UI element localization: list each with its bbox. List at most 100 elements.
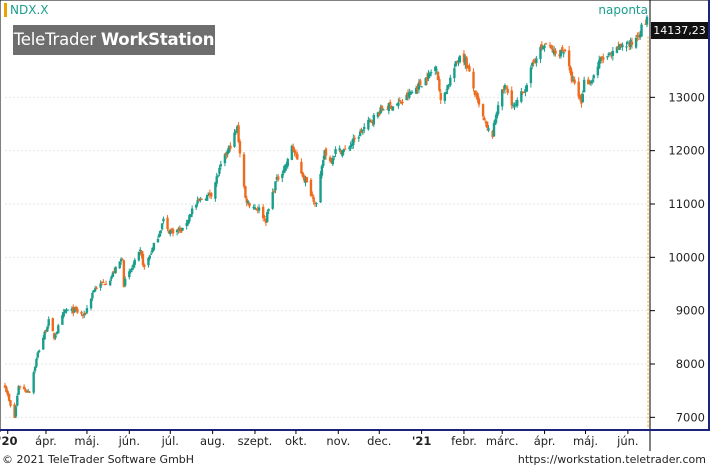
candle-down	[300, 161, 303, 174]
candle-down	[483, 117, 486, 121]
x-tick-label: máj.	[573, 434, 598, 448]
candle-down	[477, 98, 481, 105]
candle-up	[267, 209, 270, 211]
candle-down	[167, 230, 171, 234]
candle-down	[506, 88, 509, 93]
candle-up	[178, 228, 182, 230]
candle-up	[449, 77, 452, 86]
candle-down	[610, 52, 613, 55]
x-tick-label: jún.	[118, 434, 140, 448]
candle-up	[35, 358, 38, 367]
footer-url[interactable]: https://workstation.teletrader.com	[517, 453, 706, 466]
candle-down	[104, 283, 108, 285]
x-tick-label: szept.	[238, 434, 273, 448]
candle-down	[256, 208, 259, 211]
candle-up	[513, 105, 516, 107]
candle-down	[462, 53, 466, 63]
candle-down	[244, 186, 247, 198]
candle-up	[304, 179, 307, 183]
candle-up	[420, 86, 423, 88]
candle-down	[602, 57, 605, 60]
candle-up	[132, 264, 135, 268]
candle-up	[55, 331, 59, 334]
candle-down	[401, 101, 404, 103]
candle-up	[511, 104, 515, 106]
candle-up	[495, 112, 498, 119]
candle-down	[180, 227, 183, 233]
candle-up	[638, 34, 642, 38]
candle-down	[311, 194, 314, 196]
candle-down	[302, 175, 306, 181]
candle-up	[645, 16, 649, 25]
candle-down	[7, 393, 11, 401]
x-tick-label: dec.	[367, 434, 391, 448]
candle-down	[52, 332, 56, 339]
candle-up	[454, 61, 457, 67]
candle-up	[348, 147, 351, 149]
candle-down	[171, 229, 175, 234]
candle-up	[379, 107, 382, 114]
ticker-label[interactable]: NDX.X	[4, 3, 48, 17]
candle-down	[9, 400, 12, 406]
candle-up	[382, 109, 385, 111]
candle-up	[408, 92, 411, 98]
x-tick-label: máj.	[74, 434, 99, 448]
candle-up	[186, 219, 190, 225]
candle-down	[22, 386, 26, 390]
candle-up	[626, 42, 630, 44]
candle-up	[137, 251, 141, 261]
candle-up	[427, 73, 430, 79]
candle-down	[210, 193, 213, 197]
candle-up	[618, 44, 621, 50]
teletrader-logo: TeleTrader WorkStation	[13, 25, 215, 55]
candle-up	[492, 123, 496, 137]
candle-up	[409, 93, 412, 95]
candle-down	[628, 44, 631, 46]
candle-down	[567, 50, 571, 67]
candle-up	[42, 337, 45, 350]
candle-up	[552, 50, 556, 55]
candle-down	[294, 152, 298, 154]
interval-label[interactable]: naponta	[598, 3, 648, 17]
candle-up	[128, 271, 131, 278]
candle-down	[406, 92, 410, 98]
candle-up	[496, 105, 500, 115]
candle-down	[416, 86, 419, 91]
copyright-text: © 2021 TeleTrader Software GmbH	[2, 453, 195, 466]
candle-down	[353, 138, 356, 140]
candle-up	[253, 207, 257, 209]
candle-up	[195, 204, 198, 208]
candle-down	[72, 307, 75, 314]
candle-up	[367, 119, 370, 130]
y-tick-label: 12000	[668, 144, 705, 158]
candle-up	[139, 249, 142, 252]
candle-up	[148, 255, 151, 259]
candle-down	[166, 217, 169, 229]
candle-down	[81, 314, 85, 316]
candle-down	[544, 43, 548, 45]
candle-up	[361, 129, 365, 131]
candle-down	[292, 146, 295, 151]
candle-down	[309, 179, 313, 196]
candle-up	[332, 155, 336, 157]
candle-up	[156, 238, 160, 243]
candle-up	[429, 72, 433, 74]
candle-up	[342, 149, 345, 152]
candle-up	[319, 173, 322, 203]
candle-up	[592, 75, 595, 79]
candle-down	[208, 193, 212, 196]
candle-up	[611, 50, 615, 56]
candle-up	[597, 60, 601, 69]
candle-up	[205, 194, 209, 201]
candle-down	[261, 206, 265, 219]
candle-up	[334, 149, 337, 155]
y-tick-label: 11000	[668, 197, 705, 211]
candle-up	[147, 258, 150, 266]
candle-down	[455, 61, 459, 63]
candle-up	[89, 298, 93, 309]
candle-down	[264, 219, 268, 223]
x-tick-label: jún.	[616, 434, 638, 448]
candle-up	[204, 199, 207, 201]
candle-up	[62, 311, 65, 317]
candle-down	[305, 177, 309, 183]
